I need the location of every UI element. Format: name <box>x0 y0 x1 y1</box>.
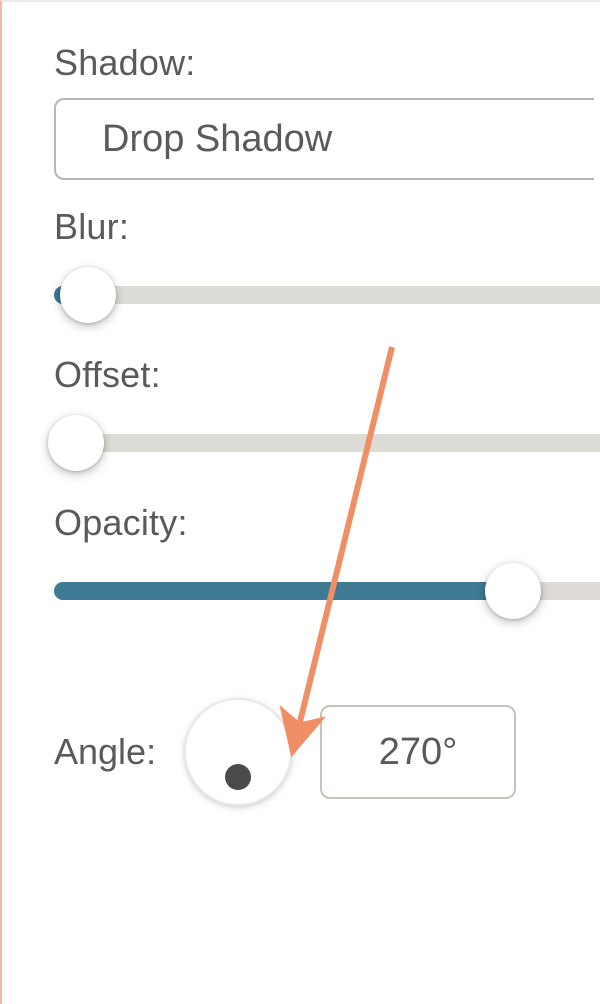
offset-slider-thumb[interactable] <box>48 415 104 471</box>
blur-label: Blur: <box>54 206 600 248</box>
angle-row: Angle: 270° <box>54 698 600 806</box>
opacity-slider-thumb[interactable] <box>485 563 541 619</box>
shadow-label: Shadow: <box>54 42 600 84</box>
angle-label: Angle: <box>54 731 156 773</box>
angle-dial-indicator <box>225 764 251 790</box>
angle-value-text: 270° <box>379 731 458 774</box>
angle-value-input[interactable]: 270° <box>320 705 516 799</box>
opacity-slider[interactable] <box>54 562 600 620</box>
shadow-type-select[interactable]: Drop Shadow <box>54 98 594 180</box>
shadow-settings-panel: Shadow: Drop Shadow Blur: Offset: Opacit… <box>0 0 600 1004</box>
offset-label: Offset: <box>54 354 600 396</box>
shadow-type-selected: Drop Shadow <box>102 118 332 161</box>
opacity-label: Opacity: <box>54 502 600 544</box>
blur-slider-thumb[interactable] <box>60 267 116 323</box>
angle-dial[interactable] <box>184 698 292 806</box>
offset-slider[interactable] <box>54 414 600 472</box>
blur-slider[interactable] <box>54 266 600 324</box>
